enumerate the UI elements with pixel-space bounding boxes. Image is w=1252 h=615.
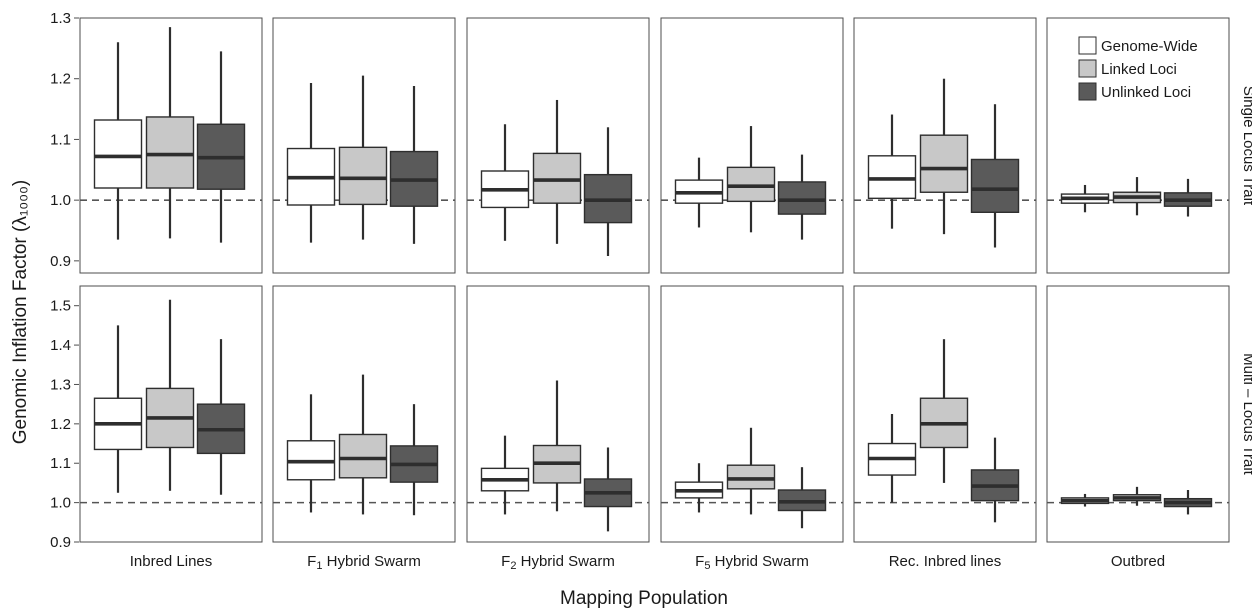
y-tick-label: 1.4 xyxy=(50,337,71,354)
y-tick-label: 1.5 xyxy=(50,298,71,315)
box-linked-loci xyxy=(145,116,195,189)
x-label-rest: Hybrid Swarm xyxy=(710,553,808,570)
x-label-subscript: 5 xyxy=(704,560,710,572)
legend-swatch xyxy=(1078,82,1097,101)
y-axis-title: Genomic Inflation Factor (λ₁₀₀₀) xyxy=(10,180,31,444)
y-tick-label: 1.3 xyxy=(50,10,71,27)
x-label-rest: Hybrid Swarm xyxy=(516,553,614,570)
box-linked-loci xyxy=(919,134,969,193)
row-strip-label: Single Locus Trait xyxy=(1240,86,1252,206)
box-linked-loci xyxy=(726,166,776,203)
x-label-letter: F xyxy=(501,553,510,570)
y-tick-label: 1.1 xyxy=(50,455,71,472)
x-category-label: Inbred Lines xyxy=(130,553,213,570)
x-label-subscript: 1 xyxy=(316,560,322,572)
box-genome-wide xyxy=(867,155,917,200)
y-tick-label: 1.2 xyxy=(50,416,71,433)
panel-frame xyxy=(1046,17,1230,274)
x-category-label: F1 Hybrid Swarm xyxy=(307,553,421,572)
y-tick-label: 1.0 xyxy=(50,192,71,209)
y-tick-label: 1.1 xyxy=(50,131,71,148)
legend-swatch xyxy=(1078,59,1097,78)
x-label-subscript: 2 xyxy=(510,560,516,572)
y-tick-label: 0.9 xyxy=(50,253,71,270)
box-linked-loci xyxy=(338,146,388,206)
x-label-letter: F xyxy=(307,553,316,570)
legend-label: Genome-Wide xyxy=(1101,38,1198,55)
x-axis-title: Mapping Population xyxy=(560,588,728,609)
x-category-label: Outbred xyxy=(1111,553,1165,570)
legend-label: Linked Loci xyxy=(1101,61,1177,78)
box-linked-loci xyxy=(532,152,582,204)
box-unlinked-loci xyxy=(777,181,827,215)
legend-swatch xyxy=(1078,36,1097,55)
x-category-label: F2 Hybrid Swarm xyxy=(501,553,615,572)
box-unlinked-loci xyxy=(970,158,1020,213)
y-tick-label: 1.3 xyxy=(50,376,71,393)
box-genome-wide xyxy=(93,119,143,189)
x-category-label: F5 Hybrid Swarm xyxy=(695,553,809,572)
box-linked-loci xyxy=(726,464,776,490)
y-tick-label: 0.9 xyxy=(50,534,71,551)
box-linked-loci xyxy=(338,433,388,479)
legend-label: Unlinked Loci xyxy=(1101,84,1191,101)
x-label-letter: F xyxy=(695,553,704,570)
y-tick-label: 1.0 xyxy=(50,495,71,512)
x-label-rest: Hybrid Swarm xyxy=(322,553,420,570)
y-tick-label: 1.2 xyxy=(50,71,71,88)
x-category-label: Rec. Inbred lines xyxy=(889,553,1002,570)
row-strip-label: Multi – Locus Trait xyxy=(1240,353,1252,476)
